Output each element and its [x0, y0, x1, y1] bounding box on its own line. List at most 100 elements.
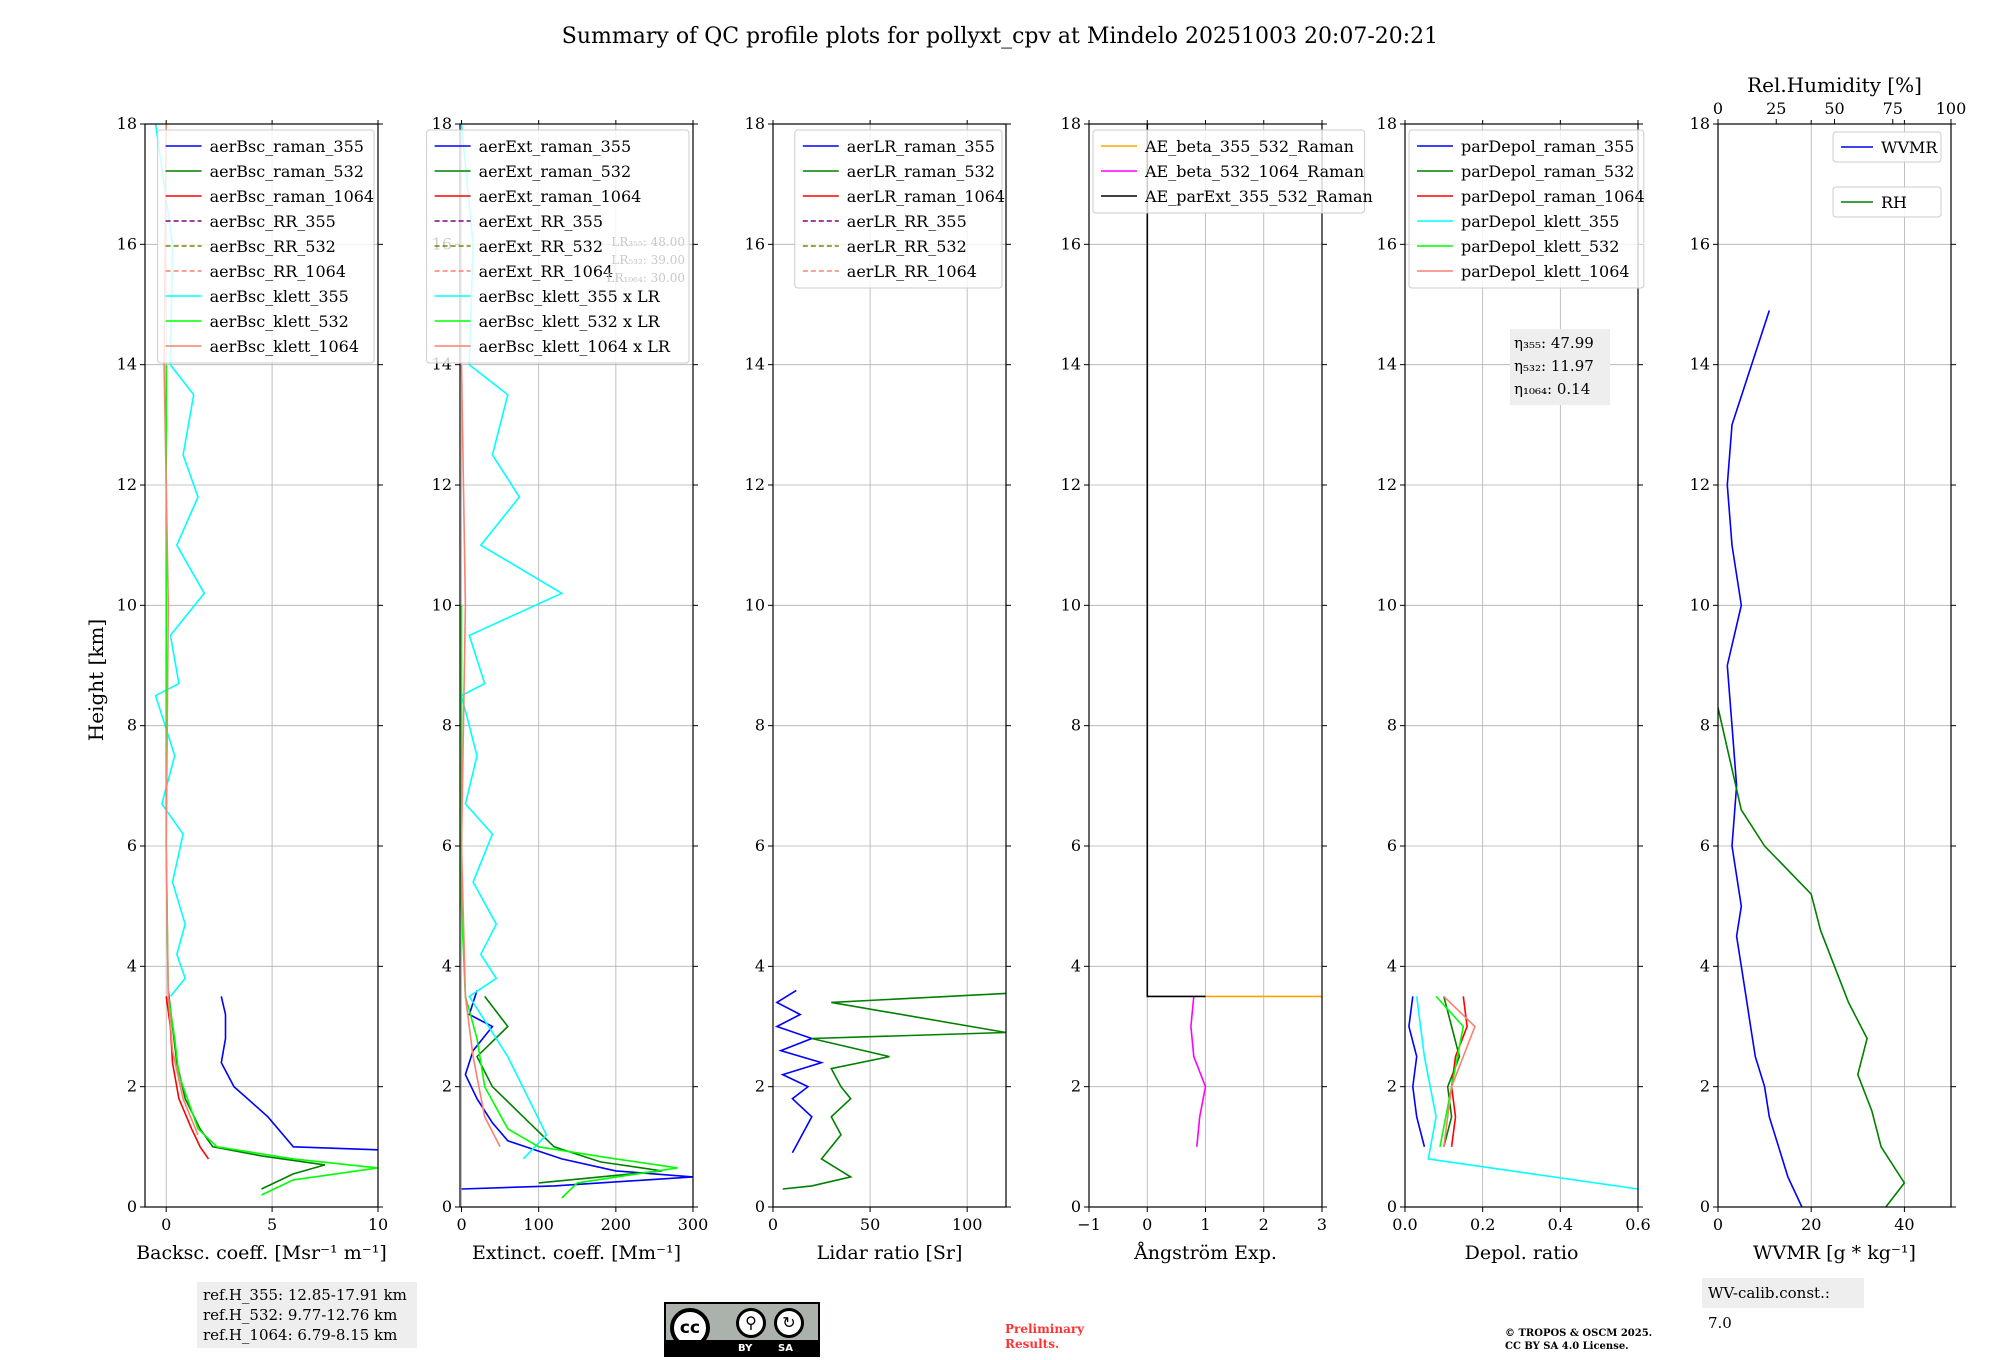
series-line	[461, 990, 693, 1190]
legend-box	[1092, 129, 1366, 214]
y-tick-label: 6	[442, 836, 452, 855]
legend-label: aerBsc_klett_532	[210, 312, 349, 331]
series-line	[476, 995, 663, 1184]
copyright-line-1: © TROPOS & OSCM 2025.	[1505, 1328, 1653, 1339]
eta-annotation: η₅₃₂: 11.97	[1514, 357, 1594, 375]
x-tick-label: 40	[1894, 1215, 1914, 1234]
series-line	[460, 364, 501, 1148]
x-tick-label: 0.4	[1548, 1215, 1573, 1234]
share-alike-icon: ↻	[774, 1308, 804, 1338]
series-line	[154, 124, 206, 997]
y-tick-label: 8	[1071, 716, 1081, 735]
legend-label: parDepol_klett_532	[1461, 237, 1619, 256]
y-tick-label: 2	[1700, 1077, 1710, 1096]
x-tick-label: 20	[1801, 1215, 1821, 1234]
eta-annotation: η₁₀₆₄: 0.14	[1514, 380, 1590, 398]
y-tick-label: 8	[1387, 716, 1397, 735]
series-line	[774, 989, 825, 1154]
top-axis-label: Rel.Humidity [%]	[1747, 73, 1922, 97]
legend-label: aerExt_RR_355	[479, 212, 603, 231]
x-axis-label: Extinct. coeff. [Mm⁻¹]	[472, 1242, 681, 1264]
series-line	[460, 124, 564, 1160]
series-line	[460, 605, 678, 1199]
panel-5: 0.0 0.2 0.4 0.6 0 2 4 6 8 10 12 14 16 18 Depol. ratio p…	[1377, 114, 1651, 1264]
y-tick-label: 14	[1690, 355, 1710, 374]
legend-label: aerLR_RR_532	[847, 237, 967, 256]
series-line	[1408, 996, 1426, 1147]
legend-label: aerLR_raman_1064	[847, 187, 1005, 206]
y-tick-label: 18	[432, 114, 452, 133]
panel-6: 0 20 40 0 2 4 6 8 10 12 14 16 18 WVMR [g * kg⁻¹] 0 25 50…	[1690, 73, 1967, 1264]
series-line	[1435, 995, 1465, 1147]
panel-3: 0 50 100 0 2 4 6 8 10 12 14 16 18 Lidar ratio [Sr] aer…	[745, 114, 1011, 1264]
legend-label: aerBsc_RR_532	[210, 237, 336, 256]
x-tick-label: 50	[860, 1215, 880, 1234]
wv-calibration-box: WV-calib.const.: 7.0	[1702, 1278, 1864, 1332]
legend-label: aerLR_raman_355	[847, 137, 995, 156]
eta-annotation: η₃₅₅: 47.99	[1514, 334, 1594, 352]
by-label: BY	[738, 1343, 753, 1354]
legend-label: aerBsc_raman_355	[210, 137, 364, 156]
y-tick-label: 16	[1377, 234, 1397, 253]
y-tick-label: 4	[755, 956, 765, 975]
top-axis-tick-label: 75	[1883, 99, 1903, 118]
y-tick-label: 6	[127, 836, 137, 855]
x-tick-label: 0.0	[1392, 1215, 1417, 1234]
legend-box	[1408, 129, 1645, 289]
y-tick-label: 4	[442, 956, 452, 975]
preliminary-note: Preliminary Results.	[1005, 1322, 1084, 1352]
x-tick-label: 0	[1142, 1215, 1152, 1234]
series-line	[1146, 124, 1206, 998]
lidar-ratio-annotation: LR₃₅₅: 48.00	[611, 235, 685, 249]
legend-label: RH	[1881, 193, 1907, 212]
y-tick-label: 8	[127, 716, 137, 735]
legend-label: aerBsc_klett_532 x LR	[479, 312, 661, 331]
series-line	[220, 996, 378, 1151]
legend-label: AE_parExt_355_532_Raman	[1144, 187, 1373, 206]
y-tick-label: 10	[1690, 595, 1710, 614]
series-line	[1415, 996, 1638, 1190]
legend-box	[1832, 186, 1942, 218]
legend-label: parDepol_raman_532	[1461, 162, 1634, 181]
y-tick-label: 16	[1061, 234, 1081, 253]
y-tick-label: 2	[1387, 1077, 1397, 1096]
y-tick-label: 4	[1700, 956, 1710, 975]
y-tick-label: 14	[1377, 355, 1397, 374]
legend-label: parDepol_klett_355	[1461, 212, 1619, 231]
eta-box	[1510, 329, 1610, 405]
preliminary-line-2: Results.	[1005, 1337, 1060, 1351]
y-tick-label: 4	[1071, 956, 1081, 975]
y-tick-label: 6	[1387, 836, 1397, 855]
x-tick-label: 100	[523, 1215, 554, 1234]
y-axis-label: Height [km]	[84, 619, 108, 741]
y-tick-label: 14	[117, 355, 137, 374]
legend-label: WVMR	[1881, 138, 1938, 157]
y-tick-label: 12	[1690, 475, 1710, 494]
by-person-icon: ⚲	[736, 1308, 766, 1338]
lidar-ratio-annotation: LR₅₃₂: 39.00	[611, 253, 685, 267]
ref-height-1064: ref.H_1064: 6.79-8.15 km	[203, 1326, 398, 1344]
panel-2: 0100200300024681012141618Extinct. coeff.…	[426, 114, 708, 1264]
legend-box	[794, 129, 1003, 289]
y-tick-label: 0	[1071, 1197, 1081, 1216]
y-tick-label: 4	[1387, 956, 1397, 975]
sa-label: SA	[778, 1343, 793, 1354]
legend-label: AE_beta_532_1064_Raman	[1144, 162, 1364, 181]
y-tick-label: 6	[1700, 836, 1710, 855]
y-tick-label: 18	[1377, 114, 1397, 133]
legend-label: AE_beta_355_532_Raman	[1144, 137, 1354, 156]
x-tick-label: 0	[1713, 1215, 1723, 1234]
x-axis-label: WVMR [g * kg⁻¹]	[1753, 1242, 1916, 1264]
figure-title: Summary of QC profile plots for pollyxt_…	[562, 24, 1438, 49]
top-axis-tick-label: 100	[1936, 99, 1967, 118]
x-tick-label: 0	[161, 1215, 171, 1234]
x-tick-label: 0	[768, 1215, 778, 1234]
series-line	[1718, 707, 1906, 1207]
y-tick-label: 8	[442, 716, 452, 735]
top-axis-tick-label: 0	[1713, 99, 1723, 118]
legend-label: aerLR_raman_532	[847, 162, 995, 181]
y-tick-label: 10	[432, 595, 452, 614]
y-tick-label: 8	[755, 716, 765, 735]
y-tick-label: 0	[1700, 1197, 1710, 1216]
